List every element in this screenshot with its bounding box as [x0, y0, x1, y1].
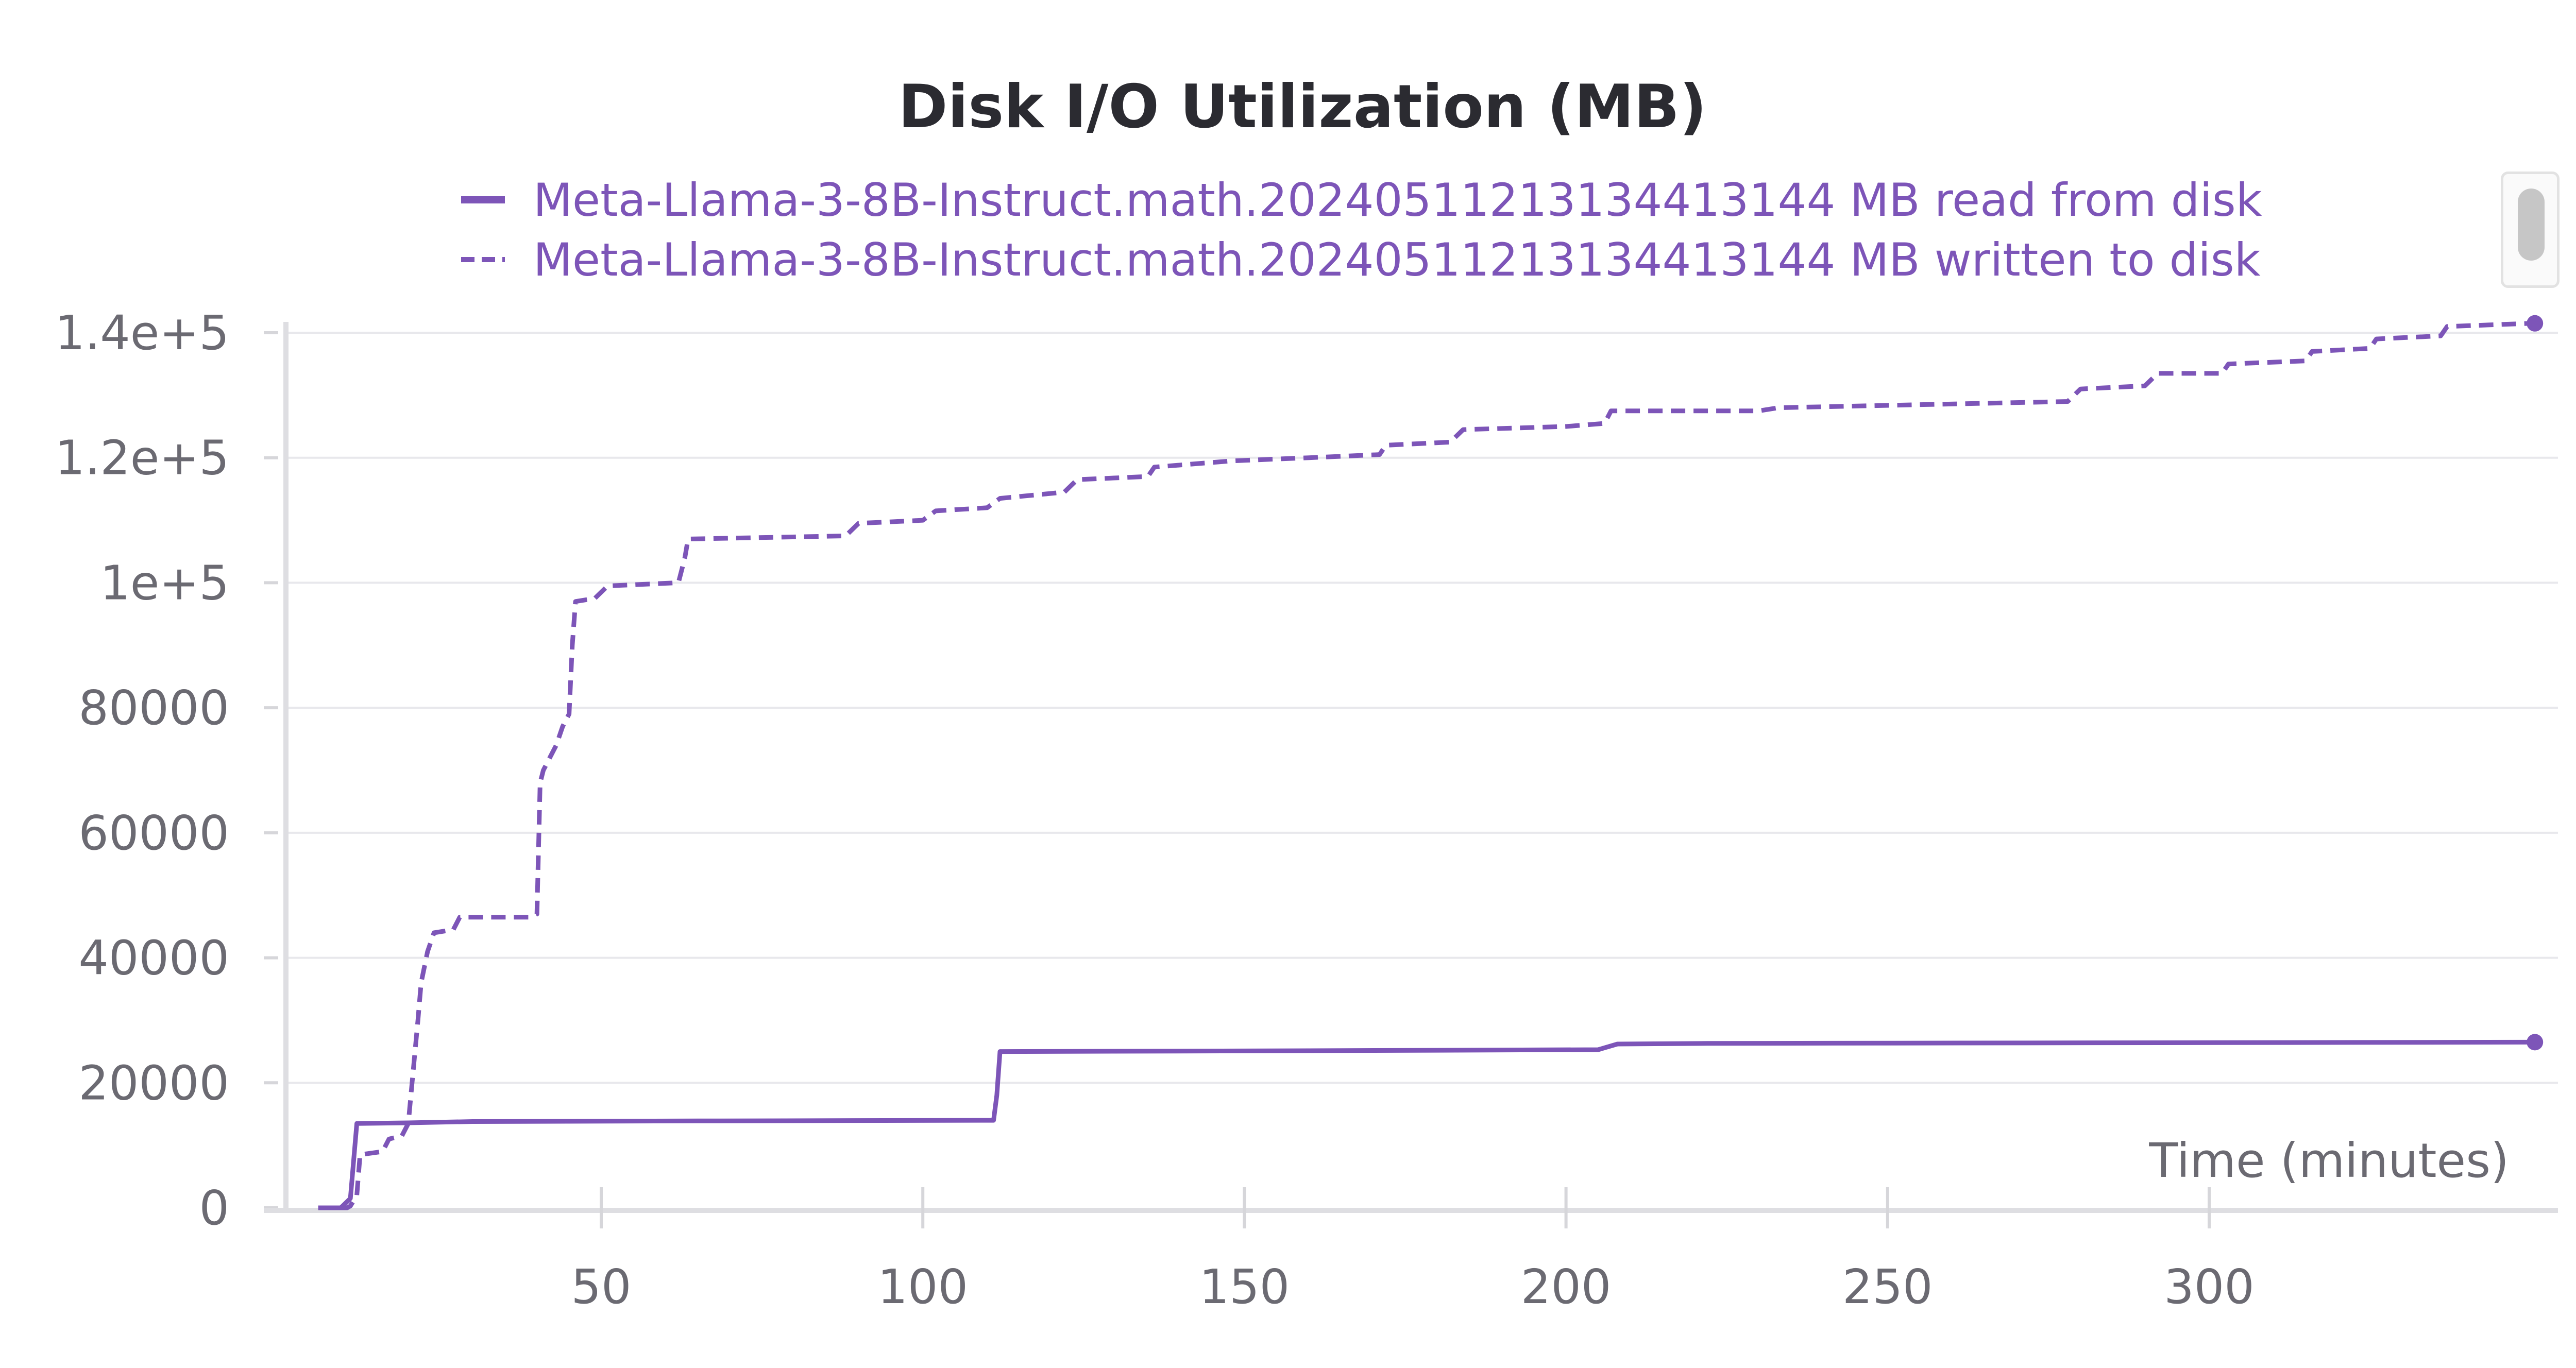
- y-tick-label: 40000: [78, 931, 229, 986]
- legend: Meta-Llama-3-8B-Instruct.math.2024051121…: [461, 170, 2262, 289]
- x-tick-label: 50: [571, 1259, 631, 1314]
- legend-item-read[interactable]: Meta-Llama-3-8B-Instruct.math.2024051121…: [461, 170, 2262, 230]
- x-tick-label: 200: [1521, 1259, 1612, 1314]
- x-tick-label: 100: [877, 1259, 968, 1314]
- legend-swatch-dashed: [461, 257, 505, 262]
- y-tick-label: 1e+5: [100, 555, 229, 610]
- legend-swatch-solid: [461, 196, 505, 203]
- x-tick-label: 250: [1842, 1259, 1933, 1314]
- y-tick-label: 1.4e+5: [55, 305, 229, 361]
- series-end-point[interactable]: [2527, 315, 2544, 332]
- legend-scroll-thumb[interactable]: [2518, 189, 2545, 261]
- legend-label-read: Meta-Llama-3-8B-Instruct.math.2024051121…: [533, 173, 2262, 227]
- legend-label-written: Meta-Llama-3-8B-Instruct.math.2024051121…: [533, 233, 2261, 286]
- series-line-written[interactable]: [318, 321, 2531, 1210]
- series-end-point[interactable]: [2527, 1034, 2544, 1051]
- y-tick-label: 80000: [78, 680, 229, 736]
- y-tick-label: 0: [199, 1181, 229, 1236]
- chart-title: Disk I/O Utilization (MB): [898, 72, 1707, 142]
- y-tick-label: 60000: [78, 806, 229, 861]
- series-line-read[interactable]: [318, 1039, 2531, 1210]
- legend-item-written[interactable]: Meta-Llama-3-8B-Instruct.math.2024051121…: [461, 230, 2262, 289]
- y-tick-label: 1.2e+5: [55, 431, 229, 486]
- x-tick-label: 150: [1199, 1259, 1290, 1314]
- x-tick-label: 300: [2164, 1259, 2255, 1314]
- y-tick-label: 20000: [78, 1055, 229, 1110]
- x-axis-title: Time (minutes): [2148, 1133, 2509, 1188]
- legend-scrollbar[interactable]: [2501, 172, 2560, 288]
